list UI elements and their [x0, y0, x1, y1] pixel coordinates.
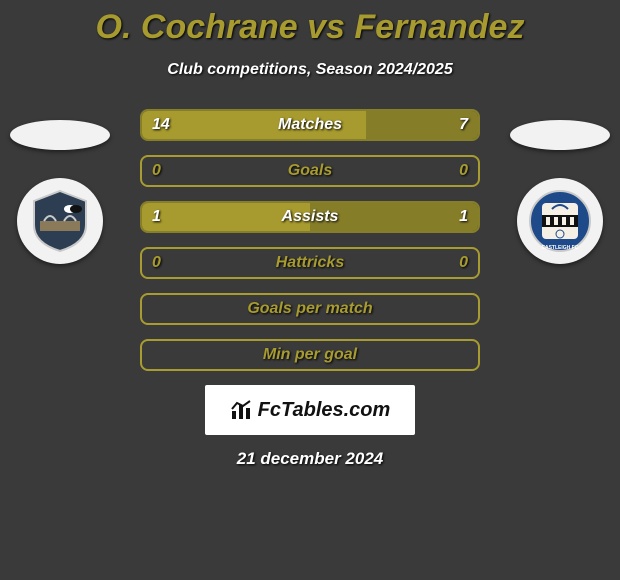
stat-bar: Assists1 1 [140, 201, 480, 233]
crest-left-icon [30, 189, 90, 253]
stat-label: Min per goal [142, 341, 478, 369]
subtitle: Club competitions, Season 2024/2025 [0, 61, 620, 79]
player-right-crest: EASTLEIGH FC [517, 178, 603, 264]
site-badge-label: FcTables.com [258, 399, 391, 422]
site-badge: FcTables.com [205, 385, 415, 435]
stat-label: Goals per match [142, 295, 478, 323]
stat-label: Hattricks [142, 249, 478, 277]
stat-bar: Goals0 0 [140, 155, 480, 187]
stat-bar: Matches14 7 [140, 109, 480, 141]
footer-date: 21 december 2024 [0, 449, 620, 469]
player-right-column: EASTLEIGH FC [510, 120, 610, 264]
stat-label: Goals [142, 157, 478, 185]
stat-label: Assists [142, 203, 478, 231]
stat-label: Matches [142, 111, 478, 139]
stat-value-right: 1 [459, 203, 468, 231]
stats-bars-area: Matches147Goals00Assists11Hattricks00Goa… [140, 109, 480, 371]
stat-bar: Hattricks0 0 [140, 247, 480, 279]
stat-value-left: 1 [152, 203, 161, 231]
stats-icon [230, 399, 252, 421]
stat-bar: Goals per match [140, 293, 480, 325]
stat-value-right: 0 [459, 157, 468, 185]
stat-value-left: 14 [152, 111, 170, 139]
player-left-crest [17, 178, 103, 264]
player-left-avatar [10, 120, 110, 150]
stat-value-right: 7 [459, 111, 468, 139]
stat-value-right: 0 [459, 249, 468, 277]
page-title: O. Cochrane vs Fernandez [0, 0, 620, 47]
stat-bar: Min per goal [140, 339, 480, 371]
svg-text:EASTLEIGH FC: EASTLEIGH FC [542, 245, 579, 251]
player-right-avatar [510, 120, 610, 150]
stat-value-left: 0 [152, 249, 161, 277]
crest-right-icon: EASTLEIGH FC [528, 189, 592, 253]
stat-value-left: 0 [152, 157, 161, 185]
player-left-column [10, 120, 110, 264]
